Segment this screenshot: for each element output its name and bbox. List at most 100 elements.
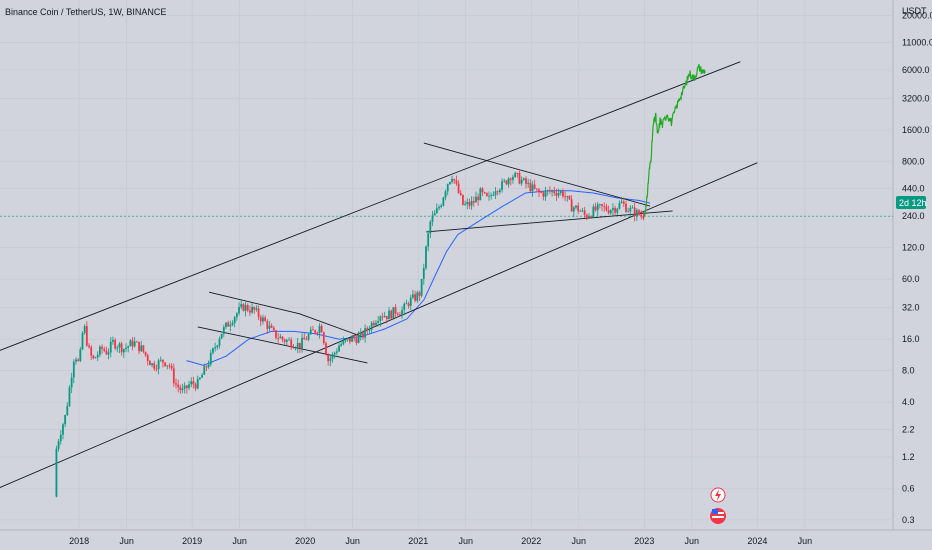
candle-body bbox=[605, 206, 608, 211]
candle-body bbox=[477, 196, 480, 201]
candle-body bbox=[92, 355, 95, 359]
y-tick-label: 1600.0 bbox=[902, 125, 930, 135]
candle-body bbox=[448, 181, 451, 185]
candle-body bbox=[335, 351, 338, 353]
candle-body bbox=[607, 210, 610, 214]
candle-body bbox=[372, 322, 375, 326]
candle-body bbox=[122, 348, 125, 353]
candle-body bbox=[566, 196, 569, 197]
candle-body bbox=[359, 332, 362, 336]
candle-body bbox=[55, 448, 58, 497]
candle-body bbox=[418, 292, 421, 296]
candle-body bbox=[283, 339, 286, 342]
candle-body bbox=[333, 352, 336, 355]
candle-body bbox=[618, 203, 621, 209]
candle-body bbox=[451, 178, 453, 182]
candle-body bbox=[164, 362, 167, 366]
x-tick-label: Jun bbox=[119, 536, 134, 546]
candle-body bbox=[594, 206, 597, 211]
candle-body bbox=[403, 303, 406, 311]
candle-body bbox=[505, 180, 508, 185]
us-flag-icon[interactable] bbox=[710, 508, 726, 524]
y-tick-label: 16.0 bbox=[902, 334, 920, 344]
candle-body bbox=[562, 191, 564, 197]
y-tick-label: 120.0 bbox=[902, 243, 925, 253]
candle-body bbox=[240, 304, 243, 308]
candle-body bbox=[318, 325, 321, 333]
candle-body bbox=[177, 384, 180, 388]
y-tick-label: 32.0 bbox=[902, 303, 920, 313]
candle-body bbox=[535, 188, 538, 190]
candle-body bbox=[598, 204, 601, 206]
candle-body bbox=[433, 213, 436, 216]
candle-body bbox=[262, 317, 264, 322]
candle-body bbox=[246, 305, 249, 311]
candle-body bbox=[170, 365, 173, 369]
x-tick-label: Jun bbox=[345, 536, 360, 546]
candle-body bbox=[153, 363, 156, 369]
candle-body bbox=[414, 294, 417, 301]
event-flag-icon[interactable] bbox=[710, 487, 726, 503]
candle-body bbox=[342, 340, 345, 345]
candle-body bbox=[85, 326, 88, 346]
candle-body bbox=[601, 204, 603, 207]
candle-body bbox=[440, 205, 443, 208]
candle-body bbox=[462, 194, 464, 205]
candle-body bbox=[420, 279, 423, 296]
candle-body bbox=[185, 385, 188, 389]
candle-body bbox=[146, 355, 149, 361]
candle-body bbox=[551, 190, 553, 192]
candle-body bbox=[292, 347, 295, 349]
candle-body bbox=[392, 307, 395, 319]
y-tick-label: 4.0 bbox=[902, 397, 915, 407]
candle-body bbox=[151, 363, 153, 366]
candle-body bbox=[72, 361, 75, 378]
trendline[interactable] bbox=[197, 326, 368, 364]
trendline[interactable] bbox=[208, 291, 362, 337]
candle-body bbox=[266, 321, 269, 329]
candle-body bbox=[105, 350, 108, 355]
candle-body bbox=[322, 332, 325, 344]
candle-body bbox=[309, 329, 312, 335]
candle-body bbox=[596, 204, 599, 211]
trendline[interactable] bbox=[0, 162, 758, 493]
candle-body bbox=[129, 340, 132, 347]
candle-body bbox=[207, 364, 210, 368]
y-tick-label: 3200.0 bbox=[902, 94, 930, 104]
candle-body bbox=[218, 338, 221, 346]
candle-body bbox=[225, 322, 227, 328]
trendline[interactable] bbox=[423, 142, 651, 207]
candle-body bbox=[298, 342, 301, 349]
candle-body bbox=[516, 172, 519, 174]
candle-body bbox=[99, 346, 101, 355]
candle-body bbox=[396, 313, 399, 315]
candle-body bbox=[409, 297, 412, 306]
candle-body bbox=[59, 434, 62, 442]
candle-body bbox=[457, 183, 460, 193]
candle-body bbox=[603, 206, 606, 207]
trendline[interactable] bbox=[0, 61, 741, 368]
candle-body bbox=[375, 322, 377, 326]
candle-body bbox=[479, 188, 482, 201]
candle-body bbox=[270, 325, 273, 328]
candle-body bbox=[325, 343, 327, 355]
candle-body bbox=[307, 334, 310, 340]
candle-body bbox=[320, 325, 323, 333]
candle-body bbox=[425, 246, 427, 269]
candle-body bbox=[542, 192, 545, 197]
candle-body bbox=[62, 424, 64, 435]
candle-body bbox=[512, 176, 514, 181]
x-tick-label: 2018 bbox=[69, 536, 89, 546]
candle-body bbox=[490, 195, 493, 197]
candle-body bbox=[614, 207, 617, 213]
candle-body bbox=[616, 208, 619, 213]
candle-body bbox=[364, 328, 367, 338]
x-tick-label: Jun bbox=[571, 536, 586, 546]
candle-body bbox=[531, 184, 534, 192]
candle-body bbox=[175, 383, 177, 385]
y-tick-label: 20000.0 bbox=[902, 10, 932, 20]
candle-body bbox=[231, 323, 234, 325]
trendline[interactable] bbox=[426, 210, 673, 233]
